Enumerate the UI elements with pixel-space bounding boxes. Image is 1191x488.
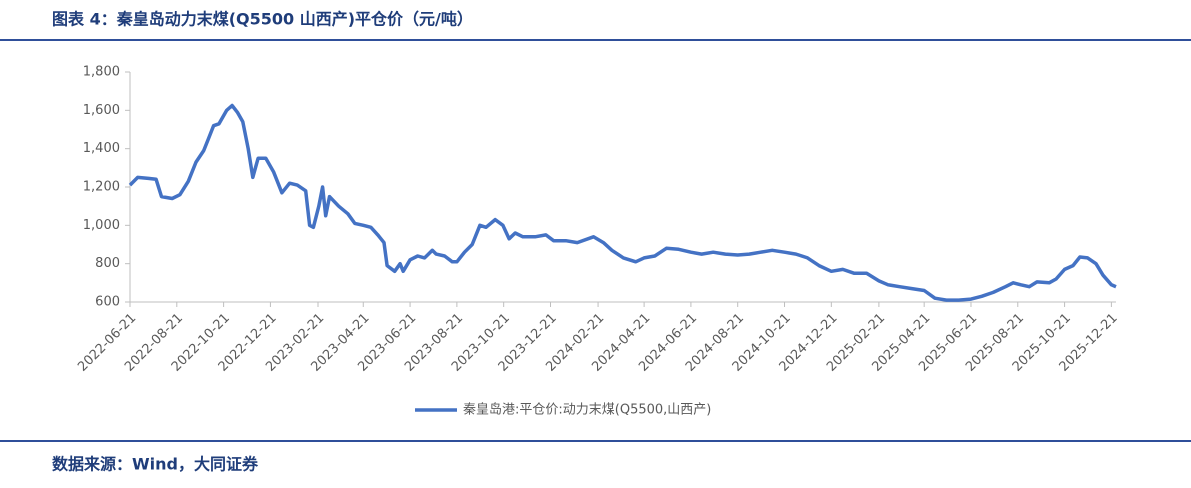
- series-line: [128, 103, 1117, 302]
- y-tick-label: 1,800: [83, 65, 120, 80]
- y-tick-label: 1,600: [83, 103, 120, 118]
- y-tick-label: 1,000: [83, 218, 120, 233]
- source-note: 数据来源：Wind，大同证券: [52, 455, 259, 474]
- chart-title: 图表 4：秦皇岛动力末煤(Q5500 山西产)平仓价（元/吨）: [52, 10, 473, 29]
- legend-label: 秦皇岛港:平仓价:动力末煤(Q5500,山西产): [463, 402, 711, 418]
- y-tick-label: 1,400: [83, 141, 120, 156]
- y-tick-label: 600: [95, 295, 120, 310]
- y-tick-label: 1,200: [83, 180, 120, 195]
- y-tick-label: 800: [95, 256, 120, 271]
